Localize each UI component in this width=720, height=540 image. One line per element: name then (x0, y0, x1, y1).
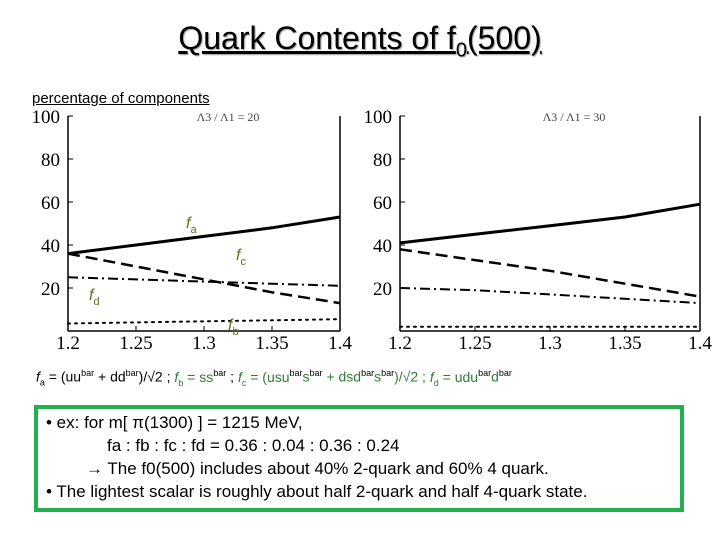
y-tick-label: 40 (41, 236, 60, 257)
title-tail: (500) (466, 20, 542, 56)
parameter-annotation: Λ3 / Λ1 = 20 (197, 110, 260, 124)
fd-def-part: = udu (438, 368, 479, 385)
curve-label-main: f (186, 215, 192, 232)
curve-label-sub: d (93, 296, 99, 308)
y-tick-label: 60 (373, 193, 392, 214)
curve-label-sub: b (232, 326, 238, 338)
bar-mark: bar (309, 368, 323, 378)
fb-symbol: f (174, 368, 179, 385)
curve-label-fb: fb (228, 317, 239, 338)
chart-caption: percentage of components (32, 90, 210, 107)
x-tick-label: 1.2 (56, 333, 80, 354)
x-tick-label: 1.25 (119, 333, 152, 354)
bar-mark: bar (361, 368, 375, 378)
bar-mark: bar (125, 368, 139, 378)
y-tick-label: 20 (373, 279, 392, 300)
fa-def-part: = (uu (44, 368, 82, 385)
fb-subscript: b (178, 377, 184, 388)
note-line-4: • The lightest scalar is roughly about h… (46, 482, 588, 501)
fc-def-part: + dsd (322, 368, 362, 385)
x-tick-label: 1.4 (328, 333, 352, 354)
example-note-box: • ex: for m[ π(1300) ] = 1215 MeV, fa : … (34, 405, 684, 512)
series-line-fc (399, 248, 701, 298)
curve-label-main: f (89, 287, 95, 304)
series-line-fc (67, 252, 341, 305)
bar-mark: bar (498, 368, 512, 378)
title-subscript: 0 (455, 39, 467, 62)
series-line-fb (67, 318, 341, 325)
x-tick-label: 1.4 (688, 333, 712, 354)
y-tick-label: 80 (41, 150, 60, 171)
y-tick-label: 100 (364, 107, 393, 128)
x-tick-label: 1.35 (608, 333, 641, 354)
series-line-fd (67, 276, 341, 287)
note-line-1: • ex: for m[ π(1300) ] = 1215 MeV, (46, 413, 303, 432)
fd-def-part: d (491, 368, 499, 385)
component-definitions: fa = (uubar + ddbar)/√2 ; fb = ssbar ; f… (36, 368, 512, 387)
series-line-fd (399, 287, 701, 305)
x-tick-label: 1.25 (458, 333, 491, 354)
fd-subscript: d (433, 377, 439, 388)
note-line-2: fa : fb : fc : fd = 0.36 : 0.04 : 0.36 :… (107, 436, 400, 455)
fa-subscript: a (39, 377, 45, 388)
curve-label-main: f (236, 247, 242, 264)
y-tick-label: 60 (41, 193, 60, 214)
y-tick-label: 100 (32, 107, 61, 128)
curve-label-fd: fd (89, 287, 100, 308)
curve-label-fc: fc (236, 247, 246, 268)
y-tick-label: 80 (373, 150, 392, 171)
series-line-fa (399, 202, 701, 245)
y-tick-label: 40 (373, 236, 392, 257)
fd-symbol: f (429, 368, 434, 385)
fc-def-part: )/√2 ; (394, 368, 430, 385)
x-tick-label: 1.2 (388, 333, 412, 354)
bar-mark: bar (478, 368, 492, 378)
fc-def-part: = (usu (246, 368, 290, 385)
fb-def-part: = ss (183, 368, 214, 385)
fb-def-part: ; (226, 368, 238, 385)
x-tick-label: 1.3 (192, 333, 216, 354)
parameter-annotation: Λ3 / Λ1 = 30 (543, 110, 606, 124)
fc-def-part: s (302, 368, 310, 385)
slide-title: Quark Contents of f0(500) (0, 20, 720, 62)
bar-mark: bar (213, 368, 227, 378)
bar-mark: bar (381, 368, 395, 378)
title-text: Quark Contents of f (178, 20, 456, 56)
note-line-3: → The f0(500) includes about 40% 2-quark… (86, 459, 549, 478)
fa-def-part: )/√2 ; (138, 368, 175, 385)
fc-subscript: c (241, 377, 247, 388)
curve-label-fa: fa (186, 215, 197, 236)
fa-def-part: + dd (94, 368, 126, 385)
left-plot: Λ3 / Λ1 = 20 20 40 60 80 100 1.2 1.25 1.3 1.35 1.4 (32, 107, 353, 354)
x-tick-label: 1.3 (538, 333, 562, 354)
bar-mark: bar (81, 368, 95, 378)
fc-def-part: s (374, 368, 382, 385)
curve-label-sub: c (240, 256, 246, 268)
bar-mark: bar (289, 368, 303, 378)
right-plot: Λ3 / Λ1 = 30 20 40 60 80 100 1.2 1.25 1.3 1.35 1.4 (364, 107, 713, 354)
x-tick-label: 1.35 (255, 333, 288, 354)
curve-label-sub: a (190, 224, 197, 236)
curve-label-main: f (228, 317, 234, 334)
charts-canvas: Λ3 / Λ1 = 20 20 40 60 80 100 1.2 1.25 1.3 1.35 1.4… (32, 107, 713, 354)
fc-symbol: f (237, 368, 242, 385)
y-tick-label: 20 (41, 279, 60, 300)
series-line-fa (67, 215, 341, 256)
fa-symbol: f (36, 368, 40, 385)
